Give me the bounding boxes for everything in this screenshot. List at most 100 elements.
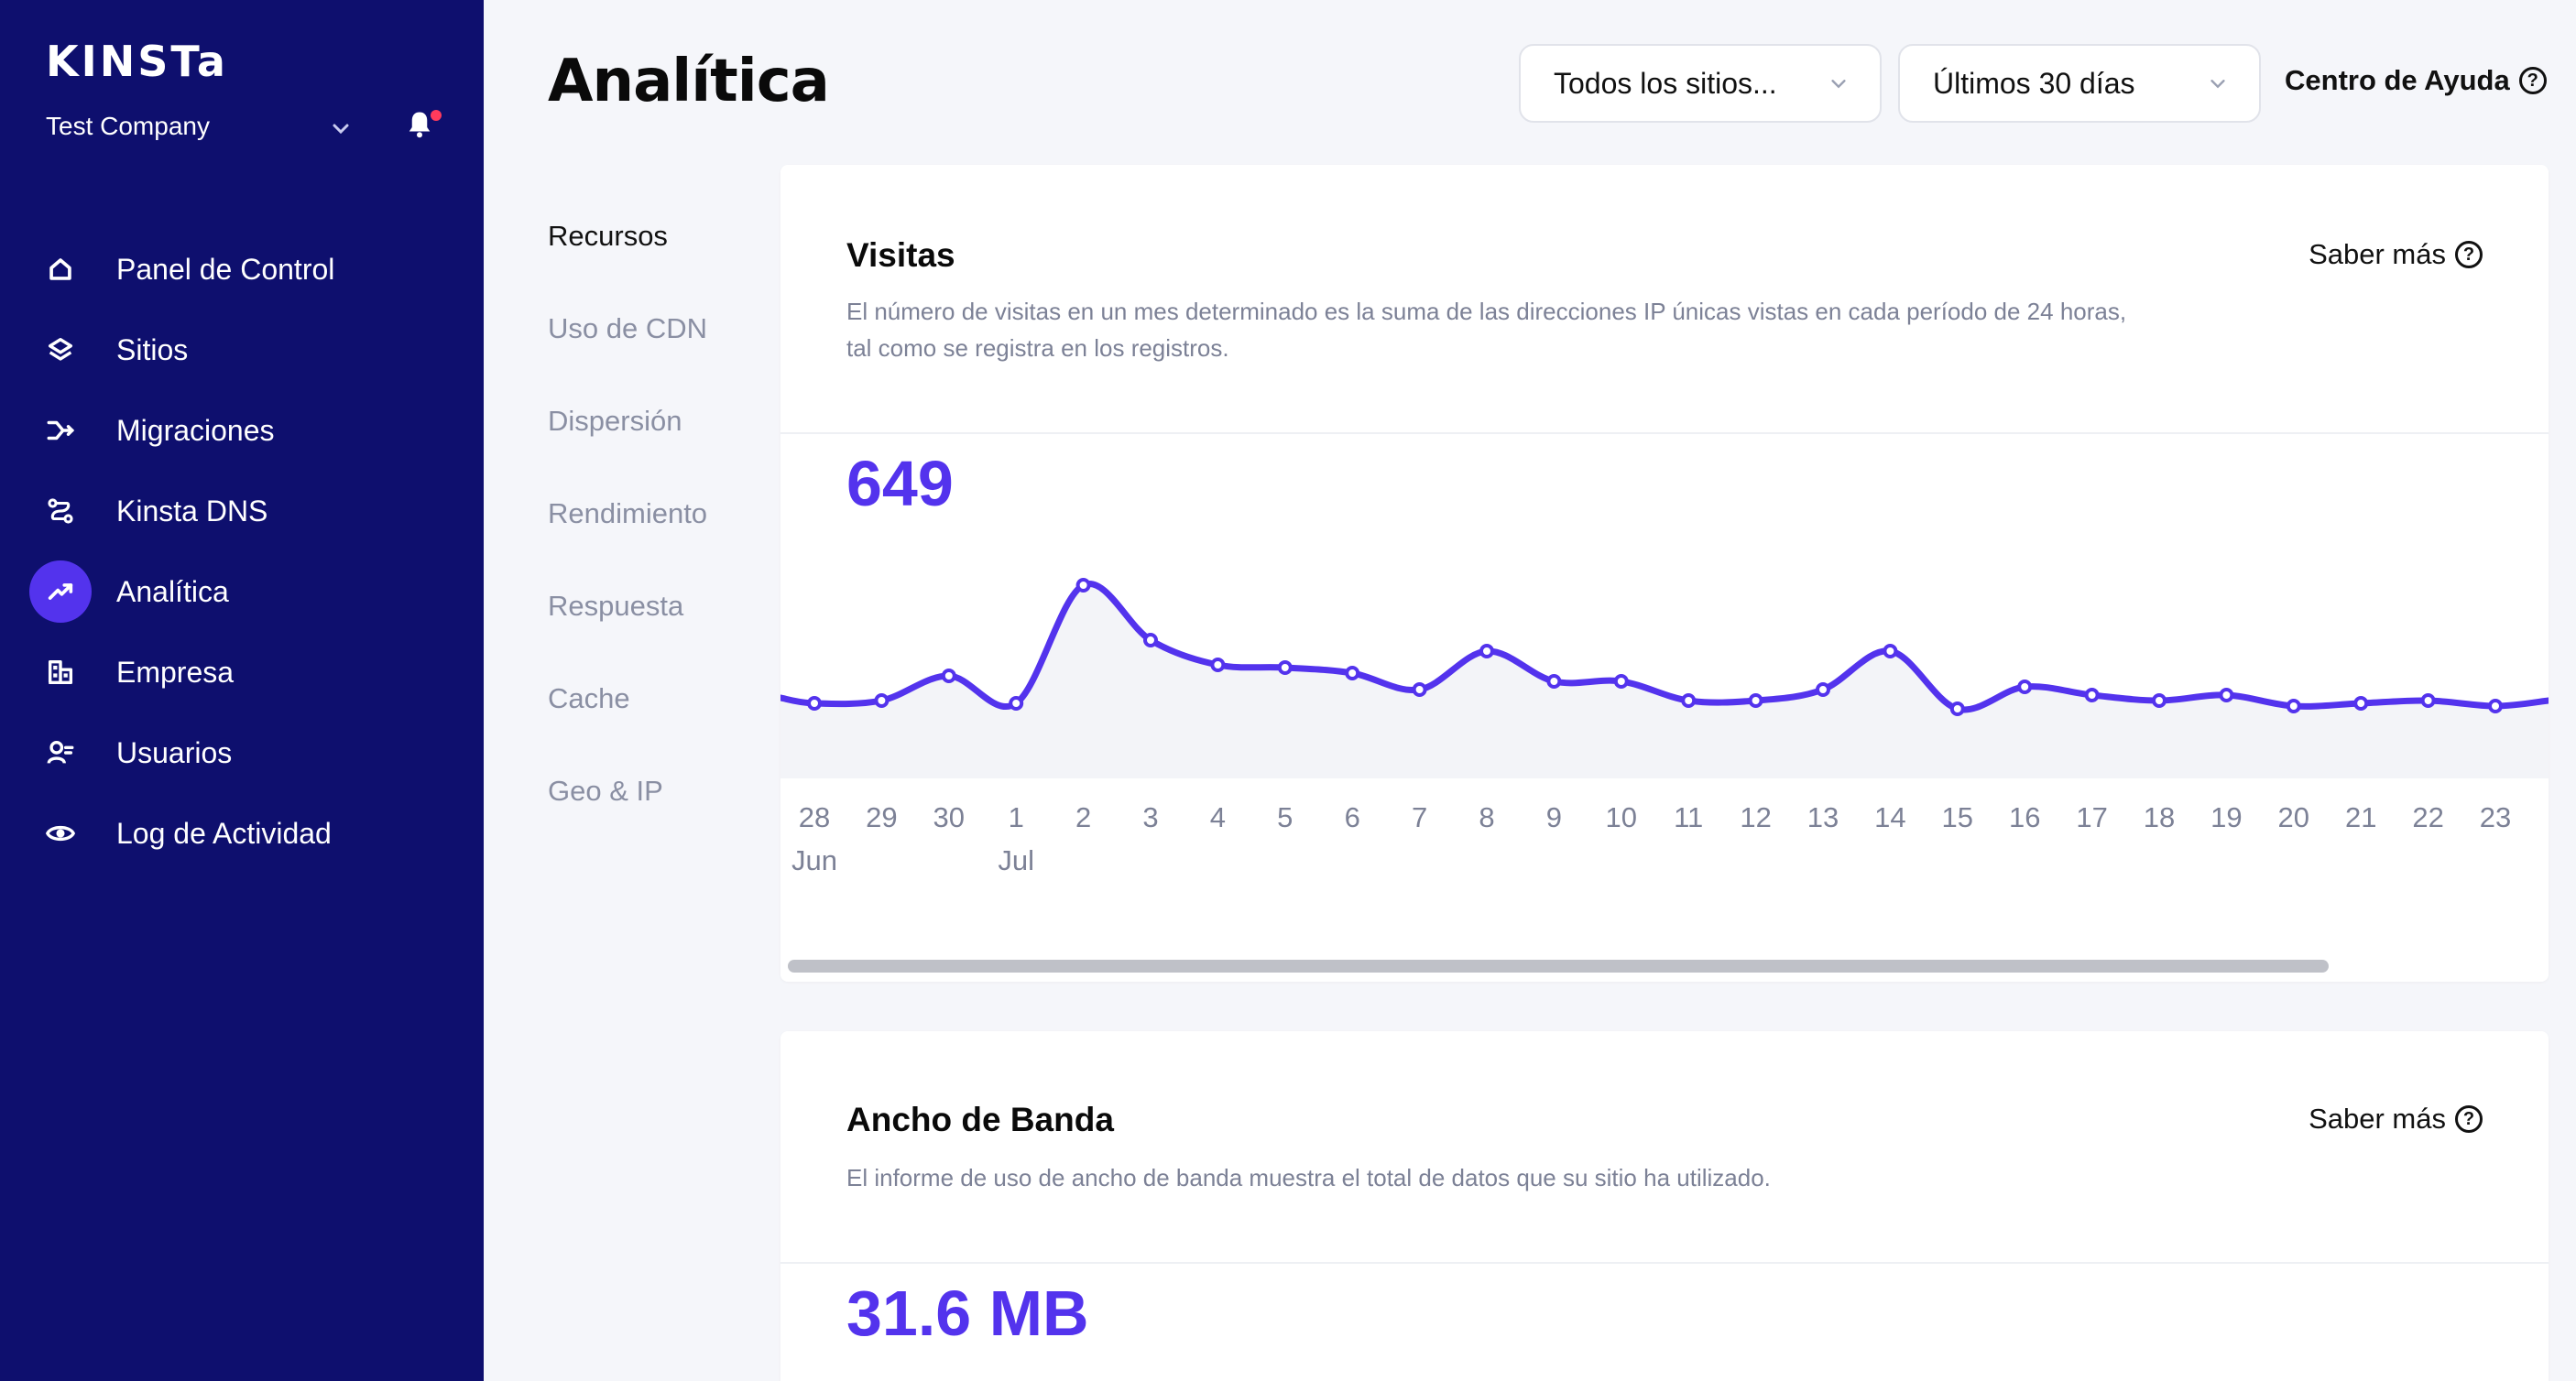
x-tick-label: 17 [2076,801,2107,833]
data-point[interactable] [941,669,956,683]
x-tick-label: 22 [2412,801,2443,833]
sidebar-item-panel[interactable]: Panel de Control [0,229,484,310]
subnav-respuesta[interactable]: Respuesta [548,590,684,622]
x-month-label: Jun [791,844,837,876]
home-icon [29,238,92,300]
data-point[interactable] [2488,699,2503,713]
sidebar-item-dns[interactable]: Kinsta DNS [0,471,484,551]
x-tick-label: 29 [866,801,897,833]
sidebar-item-label: Empresa [116,655,235,689]
data-point[interactable] [2152,693,2167,708]
visits-title: Visitas [846,236,955,274]
data-point[interactable] [2017,680,2033,694]
bandwidth-total: 31.6 MB [846,1278,1089,1349]
data-point[interactable] [874,693,890,708]
company-selector[interactable]: Test Company [46,112,210,140]
sidebar-item-label: Sitios [116,332,189,366]
bandwidth-title: Ancho de Banda [846,1101,1114,1138]
data-point[interactable] [807,696,822,711]
sidebar-item-label: Log de Actividad [116,816,332,850]
question-icon: ? [2455,1105,2483,1133]
trend-icon [29,560,92,623]
sidebar-item-usuarios[interactable]: Usuarios [0,712,484,793]
bandwidth-learn-more[interactable]: Saber más ? [2309,1103,2483,1136]
data-point[interactable] [2286,699,2301,713]
x-tick-label: 7 [1412,801,1427,833]
help-center-link[interactable]: Centro de Ayuda ? [2285,64,2547,97]
learn-more-label: Saber más [2309,238,2446,270]
x-tick-label: 14 [1874,801,1905,833]
data-point[interactable] [1345,666,1360,680]
sidebar-item-label: Migraciones [116,413,275,447]
sidebar-item-label: Panel de Control [116,252,335,286]
x-tick-label: 2 [1075,801,1091,833]
subnav-cache[interactable]: Cache [548,682,630,714]
chevron-down-icon[interactable] [330,117,352,139]
question-icon: ? [2518,67,2547,94]
x-tick-label: 16 [2009,801,2040,833]
visits-learn-more[interactable]: Saber más ? [2309,238,2483,271]
sidebar-item-label: Kinsta DNS [116,494,268,527]
subnav-dispersion[interactable]: Dispersión [548,405,682,437]
data-point[interactable] [2420,693,2436,708]
data-point[interactable] [1009,696,1024,711]
subnav-geo-ip[interactable]: Geo & IP [548,775,663,807]
x-tick-label: 12 [1740,801,1771,833]
visits-description: El número de visitas en un mes determina… [846,298,2127,362]
sidebar-item-log[interactable]: Log de Actividad [0,793,484,874]
bandwidth-card: Ancho de Banda Saber más ? El informe de… [780,1031,2549,1381]
sidebar-item-migraciones[interactable]: Migraciones [0,390,484,471]
data-point[interactable] [1748,693,1763,708]
x-tick-label: 4 [1210,801,1226,833]
data-point[interactable] [1143,633,1158,647]
x-tick-label: 11 [1674,801,1703,833]
building-icon [29,641,92,703]
date-range-select[interactable]: Últimos 30 días [1898,44,2261,123]
kinsta-logo[interactable]: KINSTa [46,37,228,86]
data-point[interactable] [1075,578,1091,593]
x-tick-label: 6 [1345,801,1360,833]
data-point[interactable] [2219,688,2234,702]
data-point[interactable] [1479,644,1494,658]
sidebar: KINSTa Test Company Panel de Control Sit… [0,0,484,1381]
sidebar-item-empresa[interactable]: Empresa [0,632,484,712]
subnav-rendimiento[interactable]: Rendimiento [548,497,708,529]
visits-total: 649 [846,448,954,519]
site-select[interactable]: Todos los sitios... [1519,44,1882,123]
divider [780,1262,2549,1264]
subnav-recursos[interactable]: Recursos [548,220,668,252]
help-center-label: Centro de Ayuda [2285,64,2510,96]
data-point[interactable] [1277,660,1293,675]
data-point[interactable] [1412,682,1427,697]
notification-dot [431,110,442,121]
data-point[interactable] [1816,682,1830,697]
data-point[interactable] [1613,674,1629,689]
dns-icon [29,480,92,542]
x-tick-label: 20 [2278,801,2309,833]
bell-icon[interactable] [403,108,436,141]
eye-icon [29,802,92,864]
data-point[interactable] [1949,701,1965,716]
data-point[interactable] [1210,658,1226,672]
question-icon: ? [2455,241,2483,268]
x-tick-label: 18 [2144,801,2175,833]
data-point[interactable] [1883,644,1898,658]
x-month-label: Jul [998,844,1034,876]
data-point[interactable] [2353,696,2369,711]
data-point[interactable] [1546,674,1562,689]
sidebar-item-sitios[interactable]: Sitios [0,310,484,390]
data-point[interactable] [1681,693,1697,708]
x-tick-label: 10 [1606,801,1637,833]
chart-scrollbar-thumb[interactable] [788,960,2329,973]
x-tick-label: 8 [1479,801,1494,833]
sidebar-item-label: Usuarios [116,735,233,769]
analytics-subnav: Recursos Uso de CDN Dispersión Rendimien… [548,220,707,867]
data-point[interactable] [2084,688,2100,702]
x-tick-label: 19 [2210,801,2242,833]
subnav-cdn[interactable]: Uso de CDN [548,312,707,344]
sidebar-item-analitica[interactable]: Analítica [0,551,484,632]
x-tick-label: 15 [1942,801,1973,833]
chart-area-fill [780,583,2549,778]
x-tick-label: 21 [2345,801,2376,833]
chevron-down-icon [2210,80,2225,89]
